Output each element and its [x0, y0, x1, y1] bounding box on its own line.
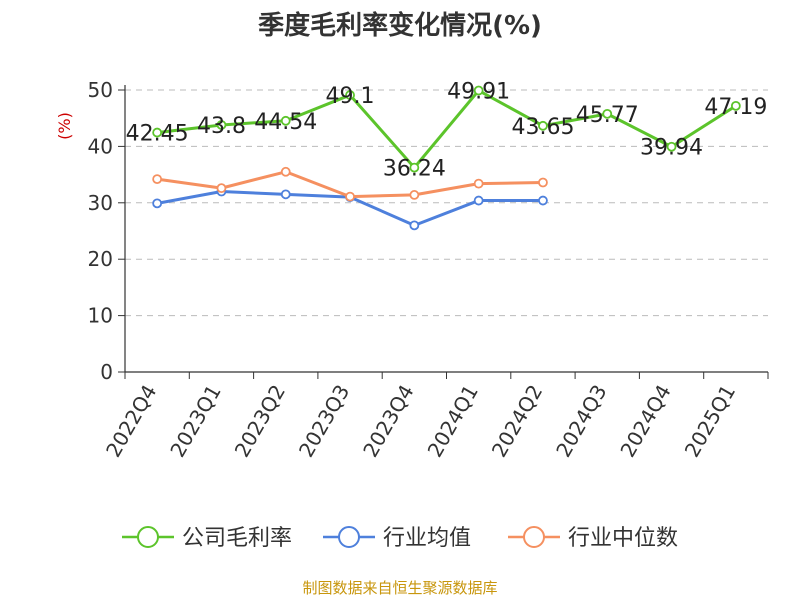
x-tick-label-2024Q2: 2024Q2: [487, 381, 547, 462]
legend-label-1: 行业均值: [383, 526, 471, 551]
legend: 公司毛利率 行业均值 行业中位数: [122, 526, 678, 551]
point-0-2023Q3: [345, 90, 355, 100]
legend-label-2: 行业中位数: [568, 526, 678, 551]
point-2-2024Q1: [473, 178, 484, 189]
point-1-2023Q4: [409, 220, 420, 231]
x-tick-label-2024Q1: 2024Q1: [423, 381, 483, 462]
point-0-2022Q4: [152, 127, 163, 138]
point-0-2023Q1: [216, 120, 227, 130]
chart-title: 季度毛利率变化情况(%): [258, 10, 542, 41]
point-0-2025Q1: [730, 100, 741, 111]
point-0-2023Q2: [280, 115, 291, 126]
x-tick-label-2025Q1: 2025Q1: [680, 381, 740, 462]
data-label-2023Q3: 49.1: [326, 84, 375, 109]
x-tick-label-2023Q3: 2023Q3: [294, 381, 354, 462]
x-tick-label-2022Q4: 2022Q4: [101, 381, 161, 462]
series-2: [152, 166, 548, 202]
data-label-2024Q4: 39.94: [640, 136, 703, 161]
y-tick-label-10: 10: [88, 304, 113, 328]
point-0-2023Q4: [409, 162, 420, 173]
point-2-2023Q4: [409, 190, 420, 200]
x-tick-label-2023Q4: 2023Q4: [358, 381, 418, 462]
data-label-2024Q2: 43.65: [511, 115, 574, 140]
data-label-2023Q2: 44.54: [254, 110, 317, 135]
y-axis-label: (%): [55, 112, 74, 140]
series-layer: [152, 85, 741, 231]
point-1-2024Q2: [538, 195, 548, 206]
data-label-2022Q4: 42.45: [126, 122, 189, 147]
point-1-2023Q2: [280, 189, 291, 200]
data-label-2024Q1: 49.91: [447, 80, 510, 105]
x-tick-label-2023Q1: 2023Q1: [165, 381, 225, 462]
point-0-2024Q4: [666, 141, 677, 152]
gridlines: [125, 89, 768, 317]
x-tick-label-2023Q2: 2023Q2: [230, 381, 290, 462]
source-note: 制图数据来自恒生聚源数据库: [302, 579, 497, 597]
point-1-2024Q1: [473, 195, 484, 206]
legend-marker-1: [338, 526, 360, 548]
point-0-2024Q1: [473, 85, 484, 96]
data-label-2023Q1: 43.8: [197, 114, 246, 139]
point-2-2022Q4: [152, 174, 163, 185]
data-label-2023Q4: 36.24: [383, 157, 446, 182]
point-1-2022Q4: [152, 198, 163, 209]
y-tick-label-0: 0: [100, 360, 113, 384]
point-2-2023Q2: [280, 166, 291, 177]
x-tick-label-2024Q3: 2024Q3: [551, 381, 611, 462]
y-tick-label-20: 20: [88, 247, 113, 271]
x-tick-label-2024Q4: 2024Q4: [615, 381, 675, 462]
legend-marker-0: [137, 526, 159, 548]
point-0-2024Q3: [602, 108, 613, 119]
legend-marker-2: [523, 526, 545, 548]
point-2-2023Q3: [345, 191, 355, 202]
point-0-2024Q2: [538, 120, 548, 131]
y-tick-label-40: 40: [88, 134, 113, 158]
point-2-2023Q1: [216, 183, 227, 194]
data-label-2024Q3: 45.77: [576, 103, 639, 128]
series-0: [152, 85, 741, 173]
legend-label-0: 公司毛利率: [182, 526, 292, 551]
y-tick-label-30: 30: [88, 191, 113, 215]
series-line-0: [156, 89, 737, 170]
point-2-2024Q2: [538, 177, 548, 188]
data-label-2025Q1: 47.19: [704, 95, 767, 120]
y-tick-label-50: 50: [88, 78, 113, 102]
